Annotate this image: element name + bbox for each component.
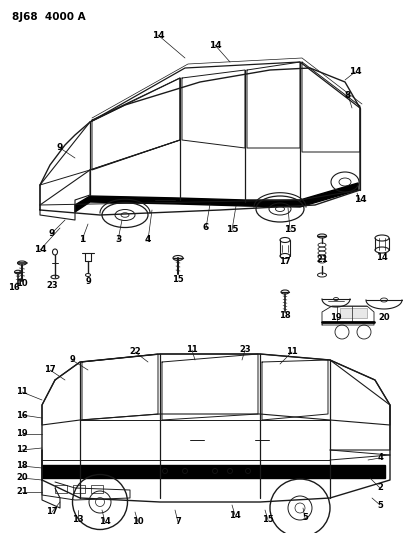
Text: 14: 14 [376, 254, 388, 262]
Polygon shape [42, 465, 385, 478]
Text: 11: 11 [16, 387, 28, 397]
Text: 19: 19 [330, 313, 342, 322]
Text: 15: 15 [262, 515, 274, 524]
Text: 7: 7 [175, 518, 181, 527]
Text: 19: 19 [16, 430, 28, 439]
Text: 11: 11 [286, 348, 298, 357]
Text: 20: 20 [16, 473, 28, 482]
Text: 9: 9 [49, 229, 55, 238]
Text: 3: 3 [115, 236, 121, 245]
Text: 5: 5 [377, 500, 383, 510]
Text: 9: 9 [85, 278, 91, 287]
Polygon shape [75, 183, 358, 212]
Text: 14: 14 [209, 41, 221, 50]
Text: 16: 16 [8, 284, 20, 293]
Text: 12: 12 [16, 446, 28, 455]
Text: 10: 10 [16, 279, 28, 287]
Text: 20: 20 [378, 313, 390, 322]
Text: 9: 9 [57, 143, 63, 152]
Text: 5: 5 [302, 513, 308, 522]
Text: 21: 21 [316, 255, 328, 264]
Text: 15: 15 [226, 225, 238, 235]
Text: 14: 14 [354, 196, 366, 205]
Text: 1: 1 [79, 236, 85, 245]
Text: 15: 15 [284, 225, 296, 235]
Text: 2: 2 [377, 483, 383, 492]
Text: 21: 21 [16, 488, 28, 497]
Text: 17: 17 [44, 366, 56, 375]
Bar [91, 485, 103, 493]
Text: 10: 10 [132, 518, 144, 527]
Text: 18: 18 [16, 462, 28, 471]
Text: 14: 14 [349, 68, 361, 77]
Text: 8: 8 [345, 91, 351, 100]
Text: 15: 15 [172, 276, 184, 285]
Bar [73, 485, 85, 493]
Text: 23: 23 [46, 280, 58, 289]
Bar [340, 308, 367, 318]
Text: 17: 17 [279, 257, 291, 266]
Text: 8J68  4000 A: 8J68 4000 A [12, 12, 85, 22]
Bar [55, 485, 67, 493]
Text: 23: 23 [239, 345, 251, 354]
Text: 22: 22 [129, 348, 141, 357]
Text: 4: 4 [377, 454, 383, 463]
Text: 14: 14 [152, 30, 164, 39]
Text: 17: 17 [46, 507, 58, 516]
Text: 14: 14 [99, 518, 111, 527]
Text: 16: 16 [16, 410, 28, 419]
Text: 13: 13 [72, 515, 84, 524]
Text: 14: 14 [229, 511, 241, 520]
Text: 6: 6 [203, 223, 209, 232]
Text: 18: 18 [279, 311, 291, 320]
Text: 11: 11 [186, 345, 198, 354]
Text: 14: 14 [34, 246, 46, 254]
Text: 9: 9 [69, 356, 75, 365]
Text: 4: 4 [145, 236, 151, 245]
